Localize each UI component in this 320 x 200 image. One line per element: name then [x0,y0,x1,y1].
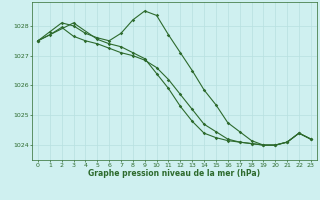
X-axis label: Graphe pression niveau de la mer (hPa): Graphe pression niveau de la mer (hPa) [88,169,260,178]
